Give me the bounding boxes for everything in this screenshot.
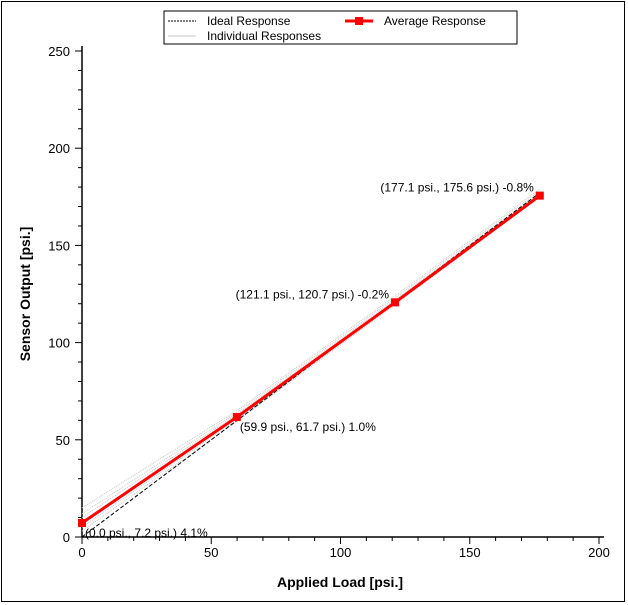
legend: Ideal Response Average Response Individu… — [163, 10, 518, 45]
legend-average-label: Average Response — [384, 14, 486, 28]
average-response-marker — [78, 519, 86, 528]
y-axis-label: Sensor Output [psi.] — [17, 227, 33, 362]
individual-response-line — [81, 192, 541, 518]
y-tick-label: 150 — [48, 238, 70, 253]
x-tick-label: 200 — [588, 545, 610, 560]
y-tick-label: 250 — [48, 44, 70, 59]
legend-ideal-label: Ideal Response — [207, 14, 291, 28]
legend-average-marker — [355, 17, 363, 25]
average-response-marker — [232, 413, 241, 422]
individual-response-line — [81, 190, 541, 515]
average-response-line — [81, 194, 541, 525]
x-axis-label: Applied Load [psi.] — [277, 574, 403, 590]
legend-individual-label: Individual Responses — [207, 29, 321, 43]
point-annotation: (59.9 psi., 61.7 psi.) 1.0% — [240, 420, 376, 434]
x-tick-label: 50 — [204, 545, 218, 560]
y-tick-label: 100 — [48, 336, 70, 351]
x-tick-label: 100 — [330, 545, 352, 560]
y-tick-label: 200 — [48, 141, 70, 156]
point-annotation: (0.0 psi., 7.2 psi.) 4.1% — [85, 526, 208, 540]
average-response-marker — [391, 298, 400, 307]
y-tick-label: 0 — [63, 530, 70, 545]
point-annotation: (177.1 psi., 175.6 psi.) -0.8% — [380, 181, 534, 195]
x-tick-label: 0 — [78, 545, 85, 560]
x-tick-label: 150 — [459, 545, 481, 560]
individual-response-line — [81, 188, 541, 509]
average-response-marker — [535, 191, 544, 200]
point-annotation: (121.1 psi., 120.7 psi.) -0.2% — [236, 287, 390, 301]
y-tick-label: 50 — [56, 433, 70, 448]
legend-box — [163, 10, 518, 45]
